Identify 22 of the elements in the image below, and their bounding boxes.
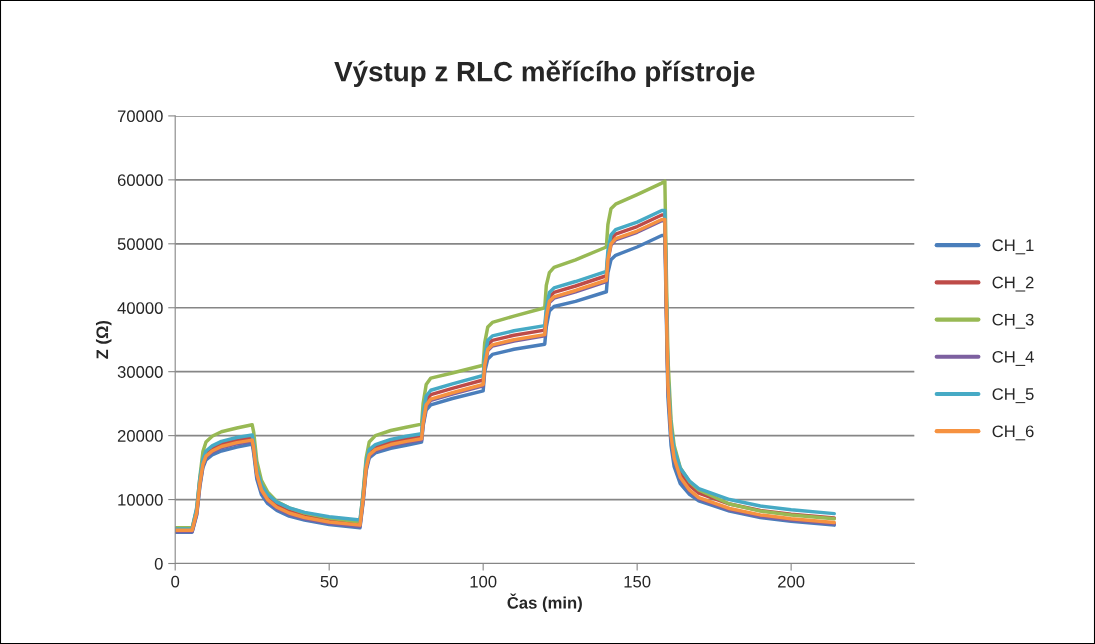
chart-title: Výstup z RLC měřícího přístroje	[334, 60, 755, 87]
y-tick-label: 50000	[117, 238, 163, 250]
x-tick-label: 50	[320, 575, 338, 588]
y-tick-label: 40000	[117, 302, 163, 314]
y-axis-title: Z (Ω)	[95, 320, 112, 359]
x-axis-title: Čas (min)	[507, 593, 582, 613]
legend-label: CH_1	[992, 239, 1034, 255]
x-tick-label: 0	[171, 575, 180, 588]
y-tick-label: 0	[154, 557, 163, 570]
y-tick-label: 10000	[118, 493, 163, 506]
x-tick-label: 150	[624, 575, 651, 588]
x-tick-label: 100	[470, 575, 497, 588]
legend-label: CH_2	[992, 276, 1034, 292]
y-tick-label: 30000	[117, 366, 163, 378]
x-tick-label: 200	[778, 575, 805, 588]
legend-label: CH_5	[992, 388, 1034, 404]
y-tick-label: 60000	[117, 174, 163, 187]
legend-label: CH_4	[992, 350, 1034, 366]
legend-label: CH_6	[992, 425, 1034, 441]
y-tick-label: 70000	[117, 110, 163, 123]
y-tick-label: 20000	[117, 430, 163, 442]
legend-label: CH_3	[992, 313, 1034, 329]
